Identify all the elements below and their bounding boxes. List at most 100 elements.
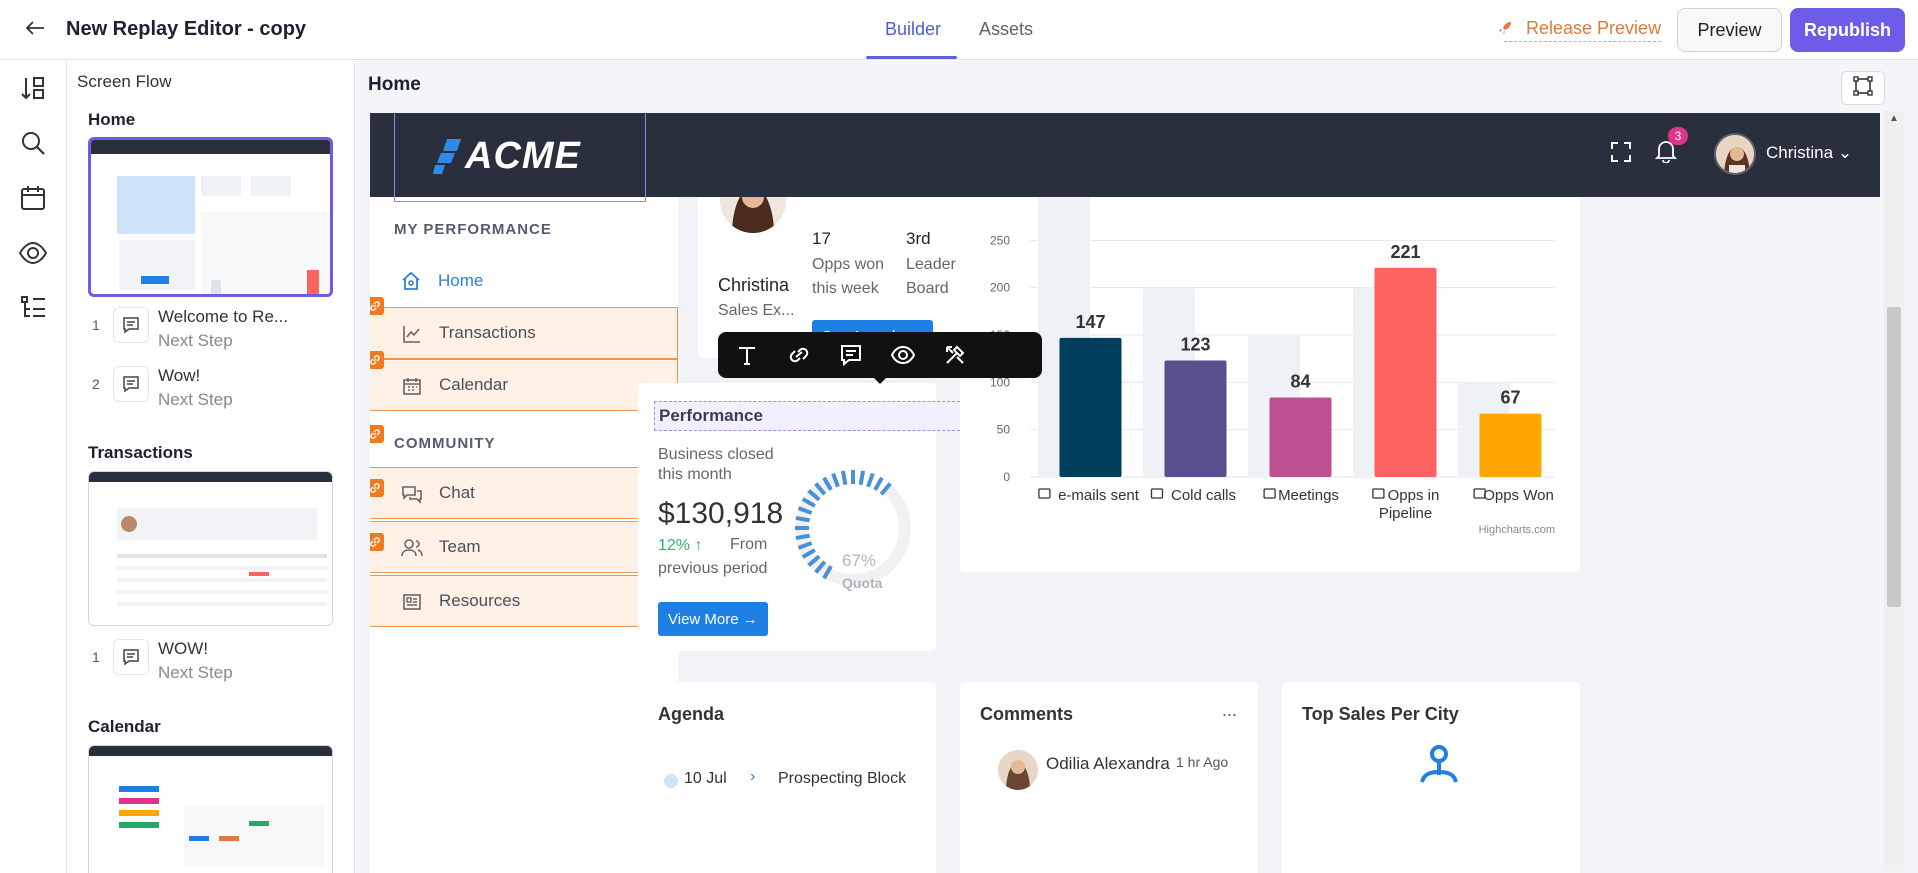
gauge-tick — [795, 515, 811, 523]
leaderboard-label: Leader — [906, 256, 956, 273]
back-arrow-icon[interactable] — [24, 17, 46, 45]
flow-step[interactable]: 1 WOW! Next Step — [88, 639, 338, 691]
screen-flow-title: Screen Flow — [77, 72, 172, 91]
screen-thumbnail-home[interactable] — [88, 137, 333, 297]
x-tick-label: Opps in — [1388, 487, 1440, 504]
performance-desc: Business closed — [658, 446, 774, 463]
agenda-title: Agenda — [658, 704, 725, 724]
chat-icon — [401, 483, 423, 505]
data-label: 221 — [1390, 242, 1420, 262]
chart-credit: Highcharts.com — [1479, 524, 1555, 536]
text-tool-icon[interactable] — [732, 340, 762, 370]
opps-won-value: 17 — [812, 229, 831, 248]
release-preview-link[interactable]: Release Preview — [1504, 18, 1662, 42]
nav-label: Team — [439, 537, 481, 556]
screen-thumbnail-calendar[interactable] — [88, 745, 333, 873]
gauge-track — [795, 473, 911, 586]
list-tree-icon[interactable] — [17, 292, 49, 324]
logo-selection[interactable]: ACME — [394, 113, 646, 202]
link-badge-icon[interactable] — [370, 425, 384, 443]
user-menu[interactable]: Christina ⌄ — [1766, 143, 1852, 163]
screen-thumbnail-transactions[interactable] — [88, 471, 333, 626]
link-badge-icon[interactable] — [370, 479, 384, 497]
tab-active-indicator — [866, 56, 957, 59]
data-label: 123 — [1180, 335, 1210, 355]
gauge-tick — [801, 548, 816, 559]
calendar-icon[interactable] — [17, 182, 49, 214]
data-bar — [1164, 360, 1227, 477]
data-bar — [1479, 413, 1542, 477]
nav-label: Calendar — [439, 375, 508, 394]
logo-text: ACME — [465, 135, 581, 177]
editor-canvas: Home ACME 3 Christina ⌄ — [356, 61, 1918, 873]
link-badge-icon[interactable] — [370, 533, 384, 551]
flow-section-home: Home — [88, 110, 136, 129]
nav-item-chat[interactable]: Chat — [370, 467, 678, 519]
nav-item-team[interactable]: Team — [370, 521, 678, 573]
activity-chart-card: 050100150200250300147e-mails sent123Cold… — [960, 153, 1580, 572]
line-chart-icon — [401, 323, 423, 345]
eye-tool-icon[interactable] — [888, 340, 918, 370]
link-badge-icon[interactable] — [370, 297, 384, 315]
flow-step[interactable]: 1 Welcome to Re... Next Step — [88, 307, 338, 359]
preview-button[interactable]: Preview — [1677, 8, 1782, 52]
performance-title-selection[interactable]: Performance — [654, 401, 980, 431]
calendar-icon — [401, 375, 423, 397]
search-icon[interactable] — [17, 127, 49, 159]
link-tool-icon[interactable] — [784, 340, 814, 370]
sort-flow-icon[interactable] — [17, 73, 49, 105]
app-sidebar: MY PERFORMANCE Home Transactions Calenda… — [370, 197, 678, 873]
tab-assets[interactable]: Assets — [979, 19, 1034, 39]
data-label: 67 — [1500, 388, 1520, 408]
phone-icon — [1150, 488, 1164, 499]
change-text: From — [730, 536, 768, 553]
nav-item-resources[interactable]: Resources — [370, 575, 678, 627]
gauge-tick — [879, 482, 892, 496]
step-subtitle: Next Step — [158, 663, 233, 682]
opps-won-label: Opps won — [812, 256, 885, 273]
user-name: Christina — [1766, 143, 1834, 162]
x-tick-label: Cold calls — [1171, 487, 1236, 504]
notification-badge: 3 — [1668, 127, 1688, 145]
view-more-button[interactable]: View More → — [658, 602, 768, 636]
data-bar — [1374, 267, 1437, 477]
section-heading: MY PERFORMANCE — [394, 221, 552, 238]
element-toolbar — [718, 332, 1042, 384]
calendar-check-icon — [1263, 488, 1276, 499]
gauge-value: 67% — [842, 551, 877, 570]
fullscreen-icon[interactable] — [1610, 141, 1632, 168]
agenda-event: Prospecting Block — [778, 770, 907, 787]
top-sales-title: Top Sales Per City — [1302, 704, 1459, 724]
agenda-dot — [664, 774, 678, 788]
comment-tool-icon[interactable] — [836, 340, 866, 370]
thumbnail-preview — [89, 472, 332, 606]
y-tick-label: 100 — [990, 375, 1010, 389]
scroll-up-icon[interactable]: ▲ — [1889, 113, 1899, 124]
gauge-label: Quota — [842, 575, 883, 591]
data-bar — [1059, 337, 1122, 477]
envelope-icon — [1038, 488, 1051, 499]
nav-item-calendar[interactable]: Calendar — [370, 359, 678, 411]
republish-button[interactable]: Republish — [1790, 8, 1905, 52]
design-tool-icon[interactable] — [940, 340, 970, 370]
nav-item-transactions[interactable]: Transactions — [370, 307, 678, 359]
frame-toggle-button[interactable] — [1841, 71, 1885, 105]
performance-desc: this month — [658, 466, 732, 483]
nav-label: Resources — [439, 591, 521, 610]
flow-step[interactable]: 2 Wow! Next Step — [88, 366, 338, 418]
bell-icon[interactable] — [1654, 139, 1678, 168]
more-options-icon[interactable]: ... — [1222, 700, 1238, 720]
editor-title: New Replay Editor - copy — [66, 18, 307, 40]
nav-item-home[interactable]: Home — [370, 255, 678, 307]
avatar[interactable] — [1714, 133, 1756, 175]
scrollbar-thumb[interactable] — [1887, 307, 1901, 607]
rocket-icon — [1497, 20, 1513, 41]
comment-step-icon — [113, 366, 149, 402]
link-badge-icon[interactable] — [370, 351, 384, 369]
eye-icon[interactable] — [17, 237, 49, 269]
x-tick-label: Meetings — [1278, 487, 1339, 504]
tab-builder[interactable]: Builder — [885, 19, 942, 39]
canvas-scrollbar[interactable]: ▲ — [1884, 111, 1904, 871]
nav-label: Home — [438, 271, 484, 290]
data-bar — [1269, 397, 1332, 477]
